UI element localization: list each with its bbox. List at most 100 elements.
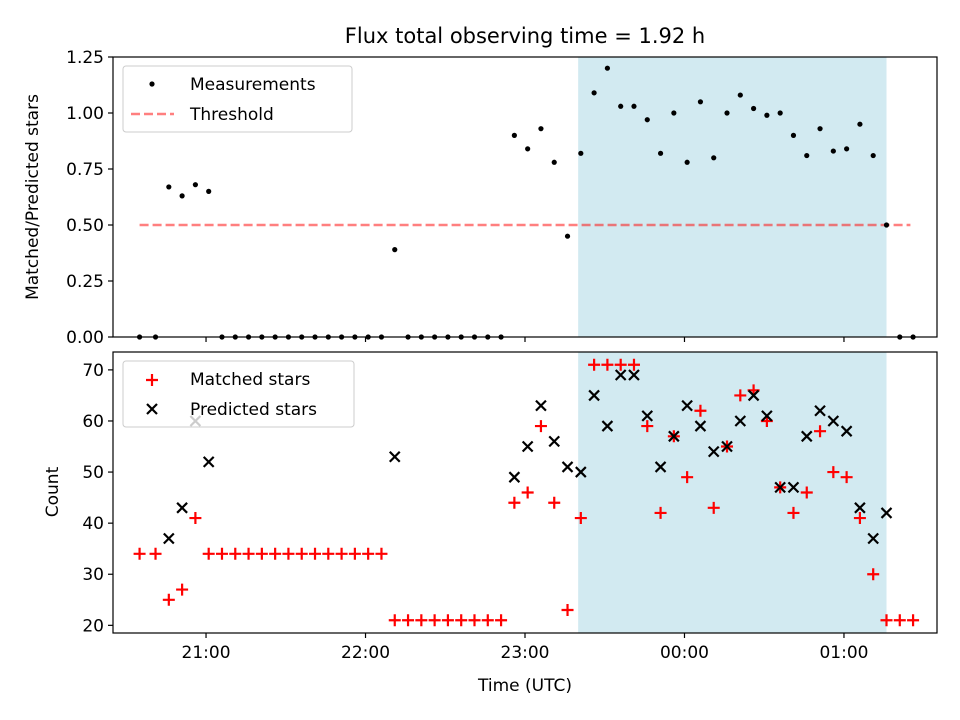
predicted-point [163,532,175,545]
matched-point [867,568,880,581]
top-y-tick-label: 0.00 [66,328,104,348]
bottom-y-tick-label: 20 [82,616,104,636]
measurement-point [870,152,876,159]
measurement-point [711,155,717,161]
matched-point [362,547,375,560]
measurement-point [883,222,890,228]
predicted-point [800,430,813,443]
measurement-point [511,132,517,138]
top-panel: 0.00 0.25 0.50 0.75 1.00 1.25 Matched/Predict… [23,48,938,348]
measurement-point [166,184,172,190]
top-y-tick-label: 0.25 [66,272,104,292]
predicted-point [854,502,866,514]
matched-point [441,614,454,627]
matched-point [189,512,202,525]
legend-matched-label: Matched stars [190,370,310,390]
top-y-axis-label: Matched/Predicted stars [23,94,43,300]
matched-point [561,604,574,617]
measurement-point [618,103,624,109]
matched-point [242,547,255,560]
matched-point [787,506,800,519]
top-y-tick-label: 0.50 [66,216,104,236]
matched-point [335,547,348,560]
measurement-point [777,110,783,116]
measurement-point [684,159,690,165]
matched-point [295,547,308,560]
matched-point [827,466,840,479]
predicted-point [694,420,707,432]
matched-point [707,501,720,514]
bottom-y-tick-label: 30 [82,565,104,585]
legend-threshold-label: Threshold [189,105,274,125]
top-observing-window [578,57,887,337]
matched-point [548,496,561,509]
bottom-y-axis-label: Count [43,466,63,517]
predicted-point [774,481,786,494]
bottom-y-tick-label: 60 [82,412,104,432]
predicted-point [548,435,561,448]
matched-point [415,614,428,627]
matched-point [814,425,827,438]
bottom-y-tick-label: 50 [82,463,104,483]
matched-point [574,512,587,525]
predicted-point [668,430,680,443]
predicted-point [176,502,188,514]
legend-predicted-marker [146,403,158,415]
matched-point [388,614,401,627]
matched-point [309,547,322,560]
matched-point [880,614,893,627]
x-tick-label: 01:00 [819,643,868,663]
predicted-point [721,440,733,453]
predicted-point [614,369,627,381]
measurement-point [206,188,212,194]
top-y-tick-label: 0.75 [66,160,104,180]
predicted-point [681,399,693,412]
measurement-point [525,146,531,152]
measurement-point [657,150,664,156]
predicted-point [814,404,826,417]
legend-measurements-label: Measurements [190,75,316,95]
top-y-tick-label: 1.25 [66,48,104,68]
predicted-point [575,466,587,478]
predicted-point [827,415,840,427]
matched-point [322,547,335,560]
matched-point [375,547,388,560]
predicted-point [747,389,760,402]
matched-point [614,358,627,371]
measurement-point [392,247,398,253]
measurement-point [737,92,743,98]
matched-point [654,506,667,519]
bottom-y-tick-label: 40 [82,514,104,534]
matched-point [481,614,494,627]
top-legend-box [122,65,353,133]
bottom-y-tick-label: 70 [82,361,104,381]
measurement-point [604,65,611,71]
measurement-point [591,90,597,96]
top-legend: Measurements Threshold [122,65,353,133]
predicted-point [535,399,547,412]
matched-point [840,471,853,484]
matched-point [149,547,162,560]
matched-point [215,547,228,560]
matched-point [800,486,813,499]
measurement-point [538,126,544,132]
matched-point [162,593,175,606]
measurement-point [631,103,637,109]
legend-matched-marker [146,374,158,386]
measurement-point [844,146,850,152]
matched-point [282,547,295,560]
predicted-point [787,481,800,494]
matched-point [534,420,547,433]
predicted-point [202,456,215,468]
predicted-point [601,420,614,432]
matched-point [402,614,415,627]
measurement-point [830,148,836,154]
predicted-point [880,507,893,519]
measurement-point [671,110,677,116]
x-tick-label: 22:00 [341,643,390,663]
measurement-point [644,117,650,123]
matched-point [907,614,920,627]
measurement-point [551,159,557,165]
